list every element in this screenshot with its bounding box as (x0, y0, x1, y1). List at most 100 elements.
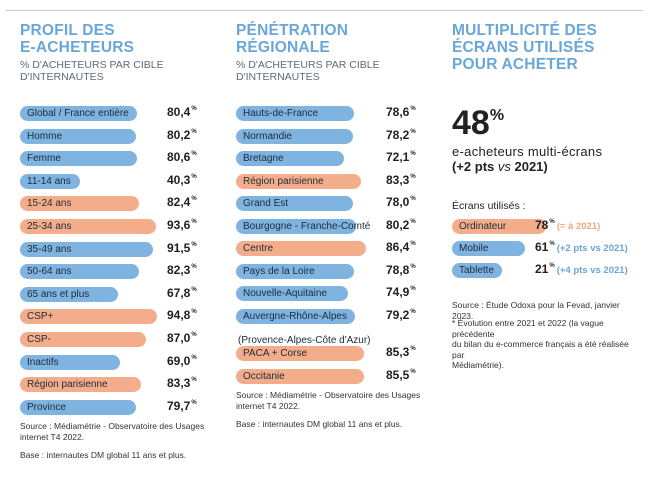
bar-row: 50-64 ans 82,3% (20, 263, 210, 280)
bar-value: 93,6% (167, 218, 197, 232)
bar-value: 83,3% (167, 376, 197, 391)
bar-label: Normandie (243, 130, 292, 142)
bar: Normandie (236, 128, 354, 144)
screens-used-label: Écrans utilisés : (452, 200, 526, 212)
bar-label: Ordinateur (459, 221, 507, 232)
bar-value: 72,1% (386, 150, 416, 164)
bar-label: Tablette (459, 265, 495, 276)
multi-screen-evolution: (+2 pts vs 2021) (452, 159, 548, 174)
bar: Auvergne-Rhône-Alpes (236, 308, 355, 324)
bar: Bourgogne - Franche-Comté (236, 218, 370, 234)
bar-label: PACA + Corse (243, 348, 308, 359)
bar: Centre (236, 241, 366, 256)
bar-label: Auvergne-Rhône-Alpes (243, 310, 347, 322)
bar: 25-34 ans (20, 219, 156, 234)
bar-value: 91,5% (167, 240, 197, 255)
bar-value: 80,6% (167, 150, 197, 165)
bar-row: Tablette 21% (+4 pts vs 2021) (452, 262, 640, 279)
bar-row: Auvergne-Rhône-Alpes 79,2% (236, 308, 428, 325)
bar: Ordinateur (452, 219, 546, 234)
bar-row: Nouvelle-Aquitaine 74,9% (236, 285, 428, 302)
bar-label: Centre (243, 243, 274, 254)
bar-row: PACA + Corse 85,3% (236, 345, 428, 362)
bar-label: CSP- (27, 334, 51, 345)
profile-subtitle: % D'ACHETEURS PAR CIBLE D'INTERNAUTES (20, 59, 164, 83)
bar: Nouvelle-Aquitaine (236, 286, 349, 301)
bar-row: 11-14 ans 40,3% (20, 173, 210, 190)
bar-label: 35-49 ans (27, 243, 72, 255)
bar-value: 61% (+2 pts vs 2021) (535, 240, 628, 254)
bar-evolution: (+4 pts vs 2021) (556, 265, 628, 276)
bar: 15-24 ans (20, 196, 140, 212)
bar: 50-64 ans (20, 264, 140, 280)
bar-row: Pays de la Loire 78,8% (236, 263, 428, 280)
bar-value: 74,9% (386, 285, 416, 299)
profile-source: Source : Médiamétrie - Observatoire des … (20, 421, 205, 442)
bar-value: 21% (+4 pts vs 2021) (535, 262, 628, 276)
bar-value: 67,8% (167, 285, 197, 300)
bar-row: Femme 80,6% (20, 150, 210, 167)
bar-row: Région parisienne 83,3% (20, 376, 210, 393)
bar-row: Normandie 78,2% (236, 128, 428, 145)
bar: Région parisienne (236, 173, 361, 189)
bar-value: 79,2% (386, 307, 416, 322)
bar-value: 83,3% (386, 172, 416, 187)
bar-value: 78,6% (386, 105, 416, 119)
bar-label: 15-24 ans (27, 198, 72, 210)
bar-label: Province (27, 401, 66, 413)
bar: 65 ans et plus (20, 286, 119, 302)
bar: Province (20, 399, 136, 415)
bar-row: Homme 80,2% (20, 128, 210, 145)
bar: 11-14 ans (20, 173, 80, 189)
screens-column: MULTIPLICITÉ DES ÉCRANS UTILISÉS POUR AC… (452, 22, 640, 370)
bar-row: 25-34 ans 93,6% (20, 218, 210, 235)
bar: Tablette (452, 263, 502, 278)
bar-value: 87,0% (167, 331, 197, 345)
bar-value: 94,8% (167, 308, 197, 323)
bar-label: Région parisienne (243, 175, 324, 187)
bar-row: Province 79,7% (20, 399, 210, 416)
bar-label: 25-34 ans (27, 221, 72, 232)
regional-source: Source : Médiamétrie - Observatoire des … (236, 390, 421, 411)
bar: PACA + Corse (236, 346, 364, 361)
bar-label: Femme (27, 153, 61, 165)
bar-row: Inactifs 69,0% (20, 354, 210, 371)
bar: Global / France entière (20, 106, 137, 121)
bar-label: Bretagne (243, 153, 284, 164)
bar-row: Grand Est 78,0% (236, 195, 428, 212)
bar-evolution: (= à 2021) (556, 221, 601, 232)
bar-value: 80,2% (167, 127, 197, 142)
bar-value: 79,7% (167, 398, 197, 413)
bar-row: Occitanie 85,5% (236, 368, 428, 385)
profile-title: PROFIL DES E-ACHETEURS (20, 22, 135, 56)
bar: Inactifs (20, 354, 121, 370)
bar-evolution: (+2 pts vs 2021) (556, 243, 628, 254)
bar-value: 78,8% (386, 262, 416, 277)
bar-label: CSP+ (27, 311, 54, 323)
multi-screen-value: 48% (452, 104, 505, 142)
bar: Grand Est (236, 196, 353, 211)
bar-value: 85,3% (386, 345, 416, 359)
bar: Homme (20, 128, 137, 144)
bar-value: 78% (= à 2021) (535, 218, 601, 232)
bar-row: 65 ans et plus 67,8% (20, 286, 210, 303)
bar-value: 86,4% (386, 240, 416, 254)
bar: 35-49 ans (20, 241, 153, 257)
bar: Occitanie (236, 368, 365, 384)
paca-full-label: (Provence-Alpes-Côte d'Azur) (238, 335, 371, 346)
bar-row: Ordinateur 78% (= à 2021) (452, 218, 640, 235)
bar-row: Mobile 61% (+2 pts vs 2021) (452, 240, 640, 257)
profile-base: Base : internautes DM global 11 ans et p… (20, 450, 187, 460)
screens-note: * Évolution entre 2021 et 2022 (la vague… (452, 318, 629, 370)
bar-label: Hauts-de-France (243, 108, 319, 119)
bar: Bretagne (236, 151, 345, 166)
regional-subtitle: % D'ACHETEURS PAR CIBLE D'INTERNAUTES (236, 59, 380, 83)
bar-label: 11-14 ans (27, 175, 71, 187)
bar: Pays de la Loire (236, 263, 355, 279)
bar-label: Région parisienne (27, 379, 108, 391)
bar-row: CSP+ 94,8% (20, 308, 210, 325)
bar-value: 69,0% (167, 353, 197, 368)
bar-label: Bourgogne - Franche-Comté (243, 220, 371, 232)
bar-row: Hauts-de-France 78,6% (236, 105, 428, 122)
bar: Femme (20, 151, 137, 167)
